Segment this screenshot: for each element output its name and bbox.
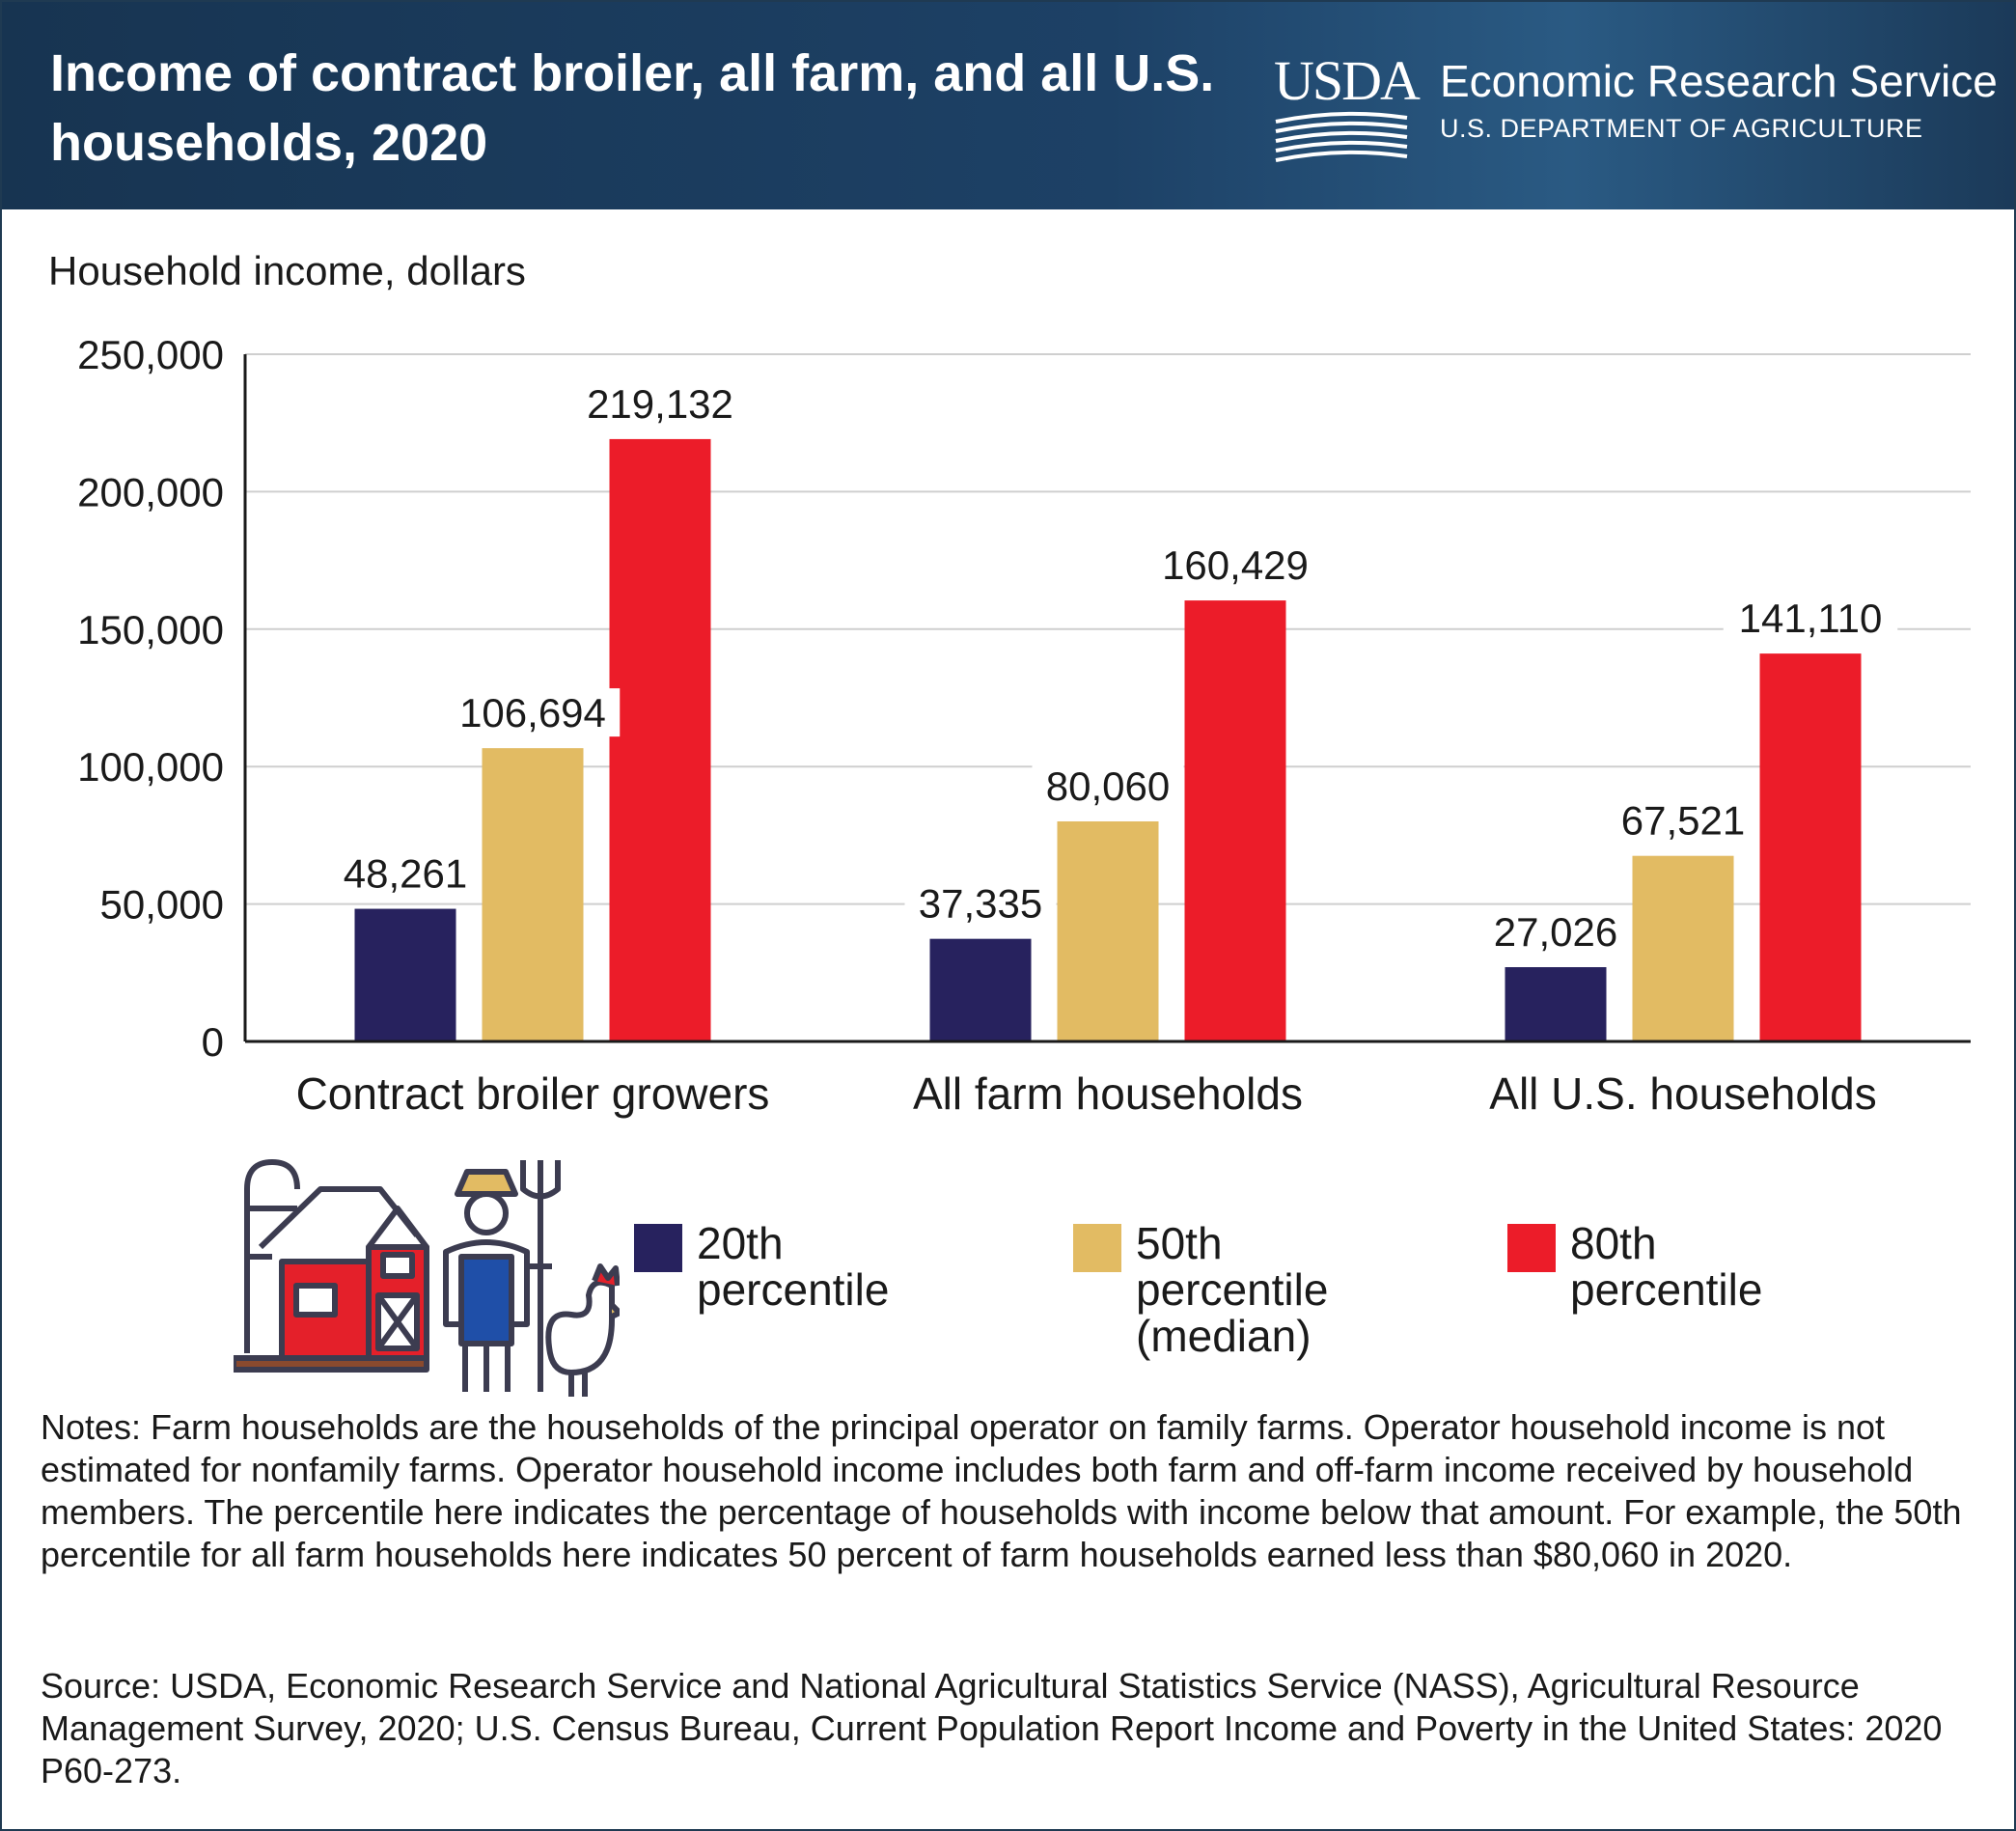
bar-label-background xyxy=(1032,761,1184,810)
y-tick-label: 250,000 xyxy=(77,332,224,377)
bar-value-label: 141,110 xyxy=(1739,596,1883,641)
usda-logo-text: USDA xyxy=(1274,49,1421,112)
header-banner: Income of contract broiler, all farm, an… xyxy=(2,2,2014,209)
y-axis-label: Household income, dollars xyxy=(48,248,526,293)
bar-label-background xyxy=(1479,907,1632,957)
bar xyxy=(609,438,711,1041)
bar xyxy=(1184,600,1286,1041)
bar-chart: Household income, dollars 0 50,000 100,000… xyxy=(48,248,1971,1119)
y-tick-label: 0 xyxy=(202,1019,224,1065)
bar xyxy=(482,748,584,1041)
bars xyxy=(354,438,1862,1041)
bar-value-label: 219,132 xyxy=(587,381,733,427)
chart-title: Income of contract broiler, all farm, an… xyxy=(50,44,1215,172)
bar xyxy=(1632,855,1734,1041)
legend-swatch-50th xyxy=(1073,1224,1121,1272)
bar-value-label: 160,429 xyxy=(1162,542,1309,588)
y-tick-label: 100,000 xyxy=(77,744,224,790)
legend-label-50th: 50th percentile (median) xyxy=(1136,1218,1329,1361)
legend-swatch-80th xyxy=(1507,1224,1556,1272)
y-tick-label: 200,000 xyxy=(77,469,224,514)
bar-value-label: 106,694 xyxy=(459,690,606,735)
barn-silo-icon xyxy=(234,1159,429,1373)
bar-value-label: 80,060 xyxy=(1046,763,1170,809)
department-name: U.S. DEPARTMENT OF AGRICULTURE xyxy=(1440,114,1923,143)
farmer-with-pitchfork-icon xyxy=(443,1160,561,1392)
bar-label-background xyxy=(1147,541,1323,590)
chart-source: Source: USDA, Economic Research Service … xyxy=(41,1666,1943,1790)
legend-swatch-20th xyxy=(634,1224,682,1272)
bar-value-label: 27,026 xyxy=(1494,909,1617,955)
y-tick-label: 150,000 xyxy=(77,607,224,652)
chart-notes: Notes: Farm households are the household… xyxy=(41,1407,1962,1574)
agency-name: Economic Research Service xyxy=(1440,56,1998,106)
x-axis-labels: Contract broiler growers All farm househo… xyxy=(296,1068,1877,1119)
bar-value-label: 67,521 xyxy=(1621,798,1745,844)
x-tick-label: All farm households xyxy=(913,1068,1303,1119)
chicken-icon xyxy=(545,1263,620,1397)
bar xyxy=(354,908,456,1041)
bar-label-background xyxy=(572,378,748,428)
bar-label-background xyxy=(904,878,1057,928)
bar-label-background xyxy=(1723,594,1898,643)
legend-label-80th: 80th percentile xyxy=(1570,1218,1763,1315)
x-tick-label: Contract broiler growers xyxy=(296,1068,770,1119)
bar-value-labels: 48,261 106,694 219,132 37,335 80,060 160,429 2… xyxy=(329,378,1898,957)
bar xyxy=(929,938,1032,1041)
bar xyxy=(1759,653,1862,1041)
bar-label-background xyxy=(329,848,482,898)
bar xyxy=(1057,820,1159,1041)
x-tick-label: All U.S. households xyxy=(1489,1068,1876,1119)
bar-label-background xyxy=(445,688,621,737)
bar-value-label: 48,261 xyxy=(344,851,467,897)
usda-swoosh-icon xyxy=(1275,111,1408,162)
bar-label-background xyxy=(1607,795,1759,845)
bar-value-label: 37,335 xyxy=(919,881,1042,927)
bar xyxy=(1505,967,1607,1041)
farm-illustration xyxy=(234,1159,620,1397)
usda-logo: USDA xyxy=(1274,49,1421,169)
y-tick-label: 50,000 xyxy=(100,882,224,928)
legend-label-20th: 20th percentile xyxy=(697,1218,890,1315)
y-axis-ticks: 0 50,000 100,000 150,000 200,000 250,000 xyxy=(77,332,224,1065)
